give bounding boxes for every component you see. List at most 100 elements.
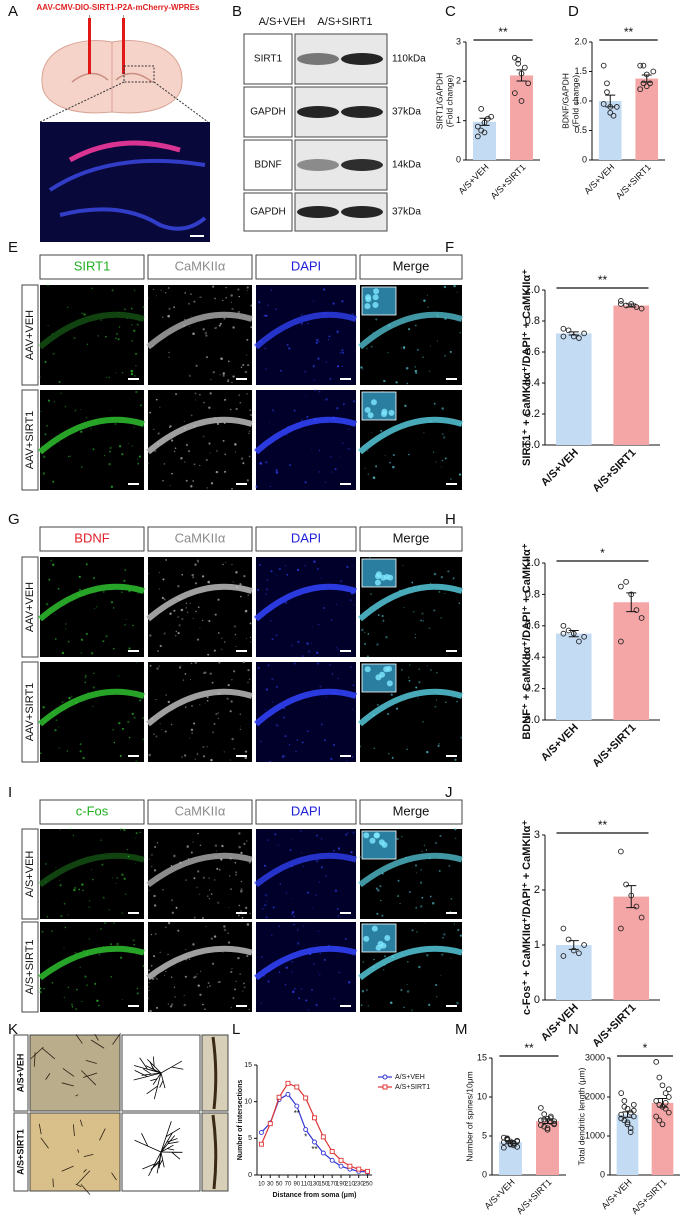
cell-signal: [249, 622, 252, 625]
cell-signal: [407, 961, 409, 963]
y-tick-label: 0.8: [525, 588, 540, 600]
cell-signal: [195, 364, 198, 367]
cell-signal: [192, 332, 195, 335]
spine-dendrite: [211, 1114, 218, 1190]
channel-header-box: [359, 526, 463, 552]
cell-signal: [325, 696, 327, 698]
cell-signal: [154, 976, 157, 979]
data-point: [628, 892, 635, 899]
cell-signal: [234, 861, 237, 864]
cell-signal: [55, 719, 58, 722]
cell-signal: [162, 578, 165, 581]
zoom-lines: [39, 81, 209, 123]
significance-label: **: [524, 1041, 534, 1055]
error-bar: [641, 74, 652, 83]
data-point: [560, 622, 567, 629]
data-point: [600, 62, 607, 69]
cell-signal: [372, 331, 375, 334]
cell-signal: [207, 982, 210, 984]
cell-signal: [184, 975, 187, 978]
panel-label: G: [8, 511, 20, 528]
cell-signal: [80, 430, 83, 433]
cell-signal: [133, 329, 136, 332]
cell-signal: [235, 980, 237, 982]
cell-signal: [383, 969, 385, 971]
cell-signal: [54, 613, 56, 615]
cell-signal: [67, 914, 69, 916]
cell-signal: [199, 970, 202, 973]
cell-signal: [193, 877, 196, 880]
cell-signal: [163, 632, 166, 635]
cell-signal: [434, 705, 437, 708]
cell-signal: [140, 404, 142, 407]
series-marker: [276, 1094, 282, 1100]
cell-signal: [240, 910, 242, 912]
cell-signal: [246, 290, 248, 292]
cell-signal: [44, 433, 47, 436]
cell-signal: [274, 308, 277, 311]
cell-signal: [425, 849, 428, 851]
cell-signal: [296, 568, 300, 572]
cell-signal: [352, 684, 355, 687]
data-point: [560, 630, 567, 637]
cell-signal: [63, 902, 66, 905]
data-point: [537, 1122, 544, 1128]
cell-signal: [203, 672, 205, 675]
cell-signal: [392, 465, 395, 469]
channel-header-box: [359, 254, 463, 280]
cell-signal: [185, 879, 188, 882]
cell-signal: [338, 971, 341, 974]
row-label-box: [21, 921, 39, 1013]
cell-signal: [196, 753, 199, 755]
cell-signal: [315, 859, 319, 863]
cell-signal: [307, 1009, 310, 1011]
data-point: [511, 90, 518, 96]
blot-band: [297, 106, 339, 118]
y-tick-label: 15: [244, 1062, 252, 1069]
cell-signal: [459, 331, 462, 334]
data-point: [544, 1126, 551, 1133]
channel-header: SIRT1: [74, 258, 111, 273]
data-point: [613, 104, 620, 110]
inset-cell: [377, 940, 384, 947]
cell-signal: [330, 757, 333, 761]
x-tick-label: A/S+SIRT1: [590, 447, 638, 495]
cell-signal: [376, 703, 379, 706]
cell-signal: [64, 405, 67, 408]
cell-signal: [292, 915, 295, 918]
zoom-box: [123, 65, 155, 83]
cell-signal: [414, 633, 417, 635]
cell-signal: [399, 902, 401, 905]
cell-signal: [437, 744, 440, 748]
cell-signal: [318, 973, 321, 976]
cell-signal: [214, 297, 217, 300]
dendrite-trace: [159, 1072, 166, 1089]
significance-label: **: [624, 25, 634, 39]
cell-signal: [381, 614, 384, 617]
panel-label: H: [445, 511, 456, 528]
cell-signal: [414, 366, 417, 368]
cell-signal: [270, 570, 273, 573]
cell-signal: [372, 966, 375, 969]
cell-signal: [420, 868, 422, 871]
cell-signal: [216, 422, 220, 426]
cell-signal: [290, 913, 293, 915]
cell-signal: [208, 442, 211, 445]
cell-signal: [206, 986, 209, 988]
cell-signal: [88, 906, 91, 909]
cell-signal: [184, 706, 187, 708]
cell-signal: [148, 989, 150, 992]
cell-signal: [426, 750, 429, 754]
cell-signal: [449, 350, 452, 353]
inset-cell: [381, 411, 388, 418]
cell-signal: [173, 450, 176, 453]
cell-signal: [194, 392, 197, 395]
cell-signal: [238, 904, 241, 907]
data-point: [607, 109, 614, 116]
cell-signal: [234, 633, 237, 636]
cell-signal: [421, 896, 424, 899]
cell-signal: [152, 345, 154, 348]
cell-signal: [274, 433, 277, 436]
cell-signal: [376, 643, 379, 646]
cell-signal: [155, 698, 157, 701]
